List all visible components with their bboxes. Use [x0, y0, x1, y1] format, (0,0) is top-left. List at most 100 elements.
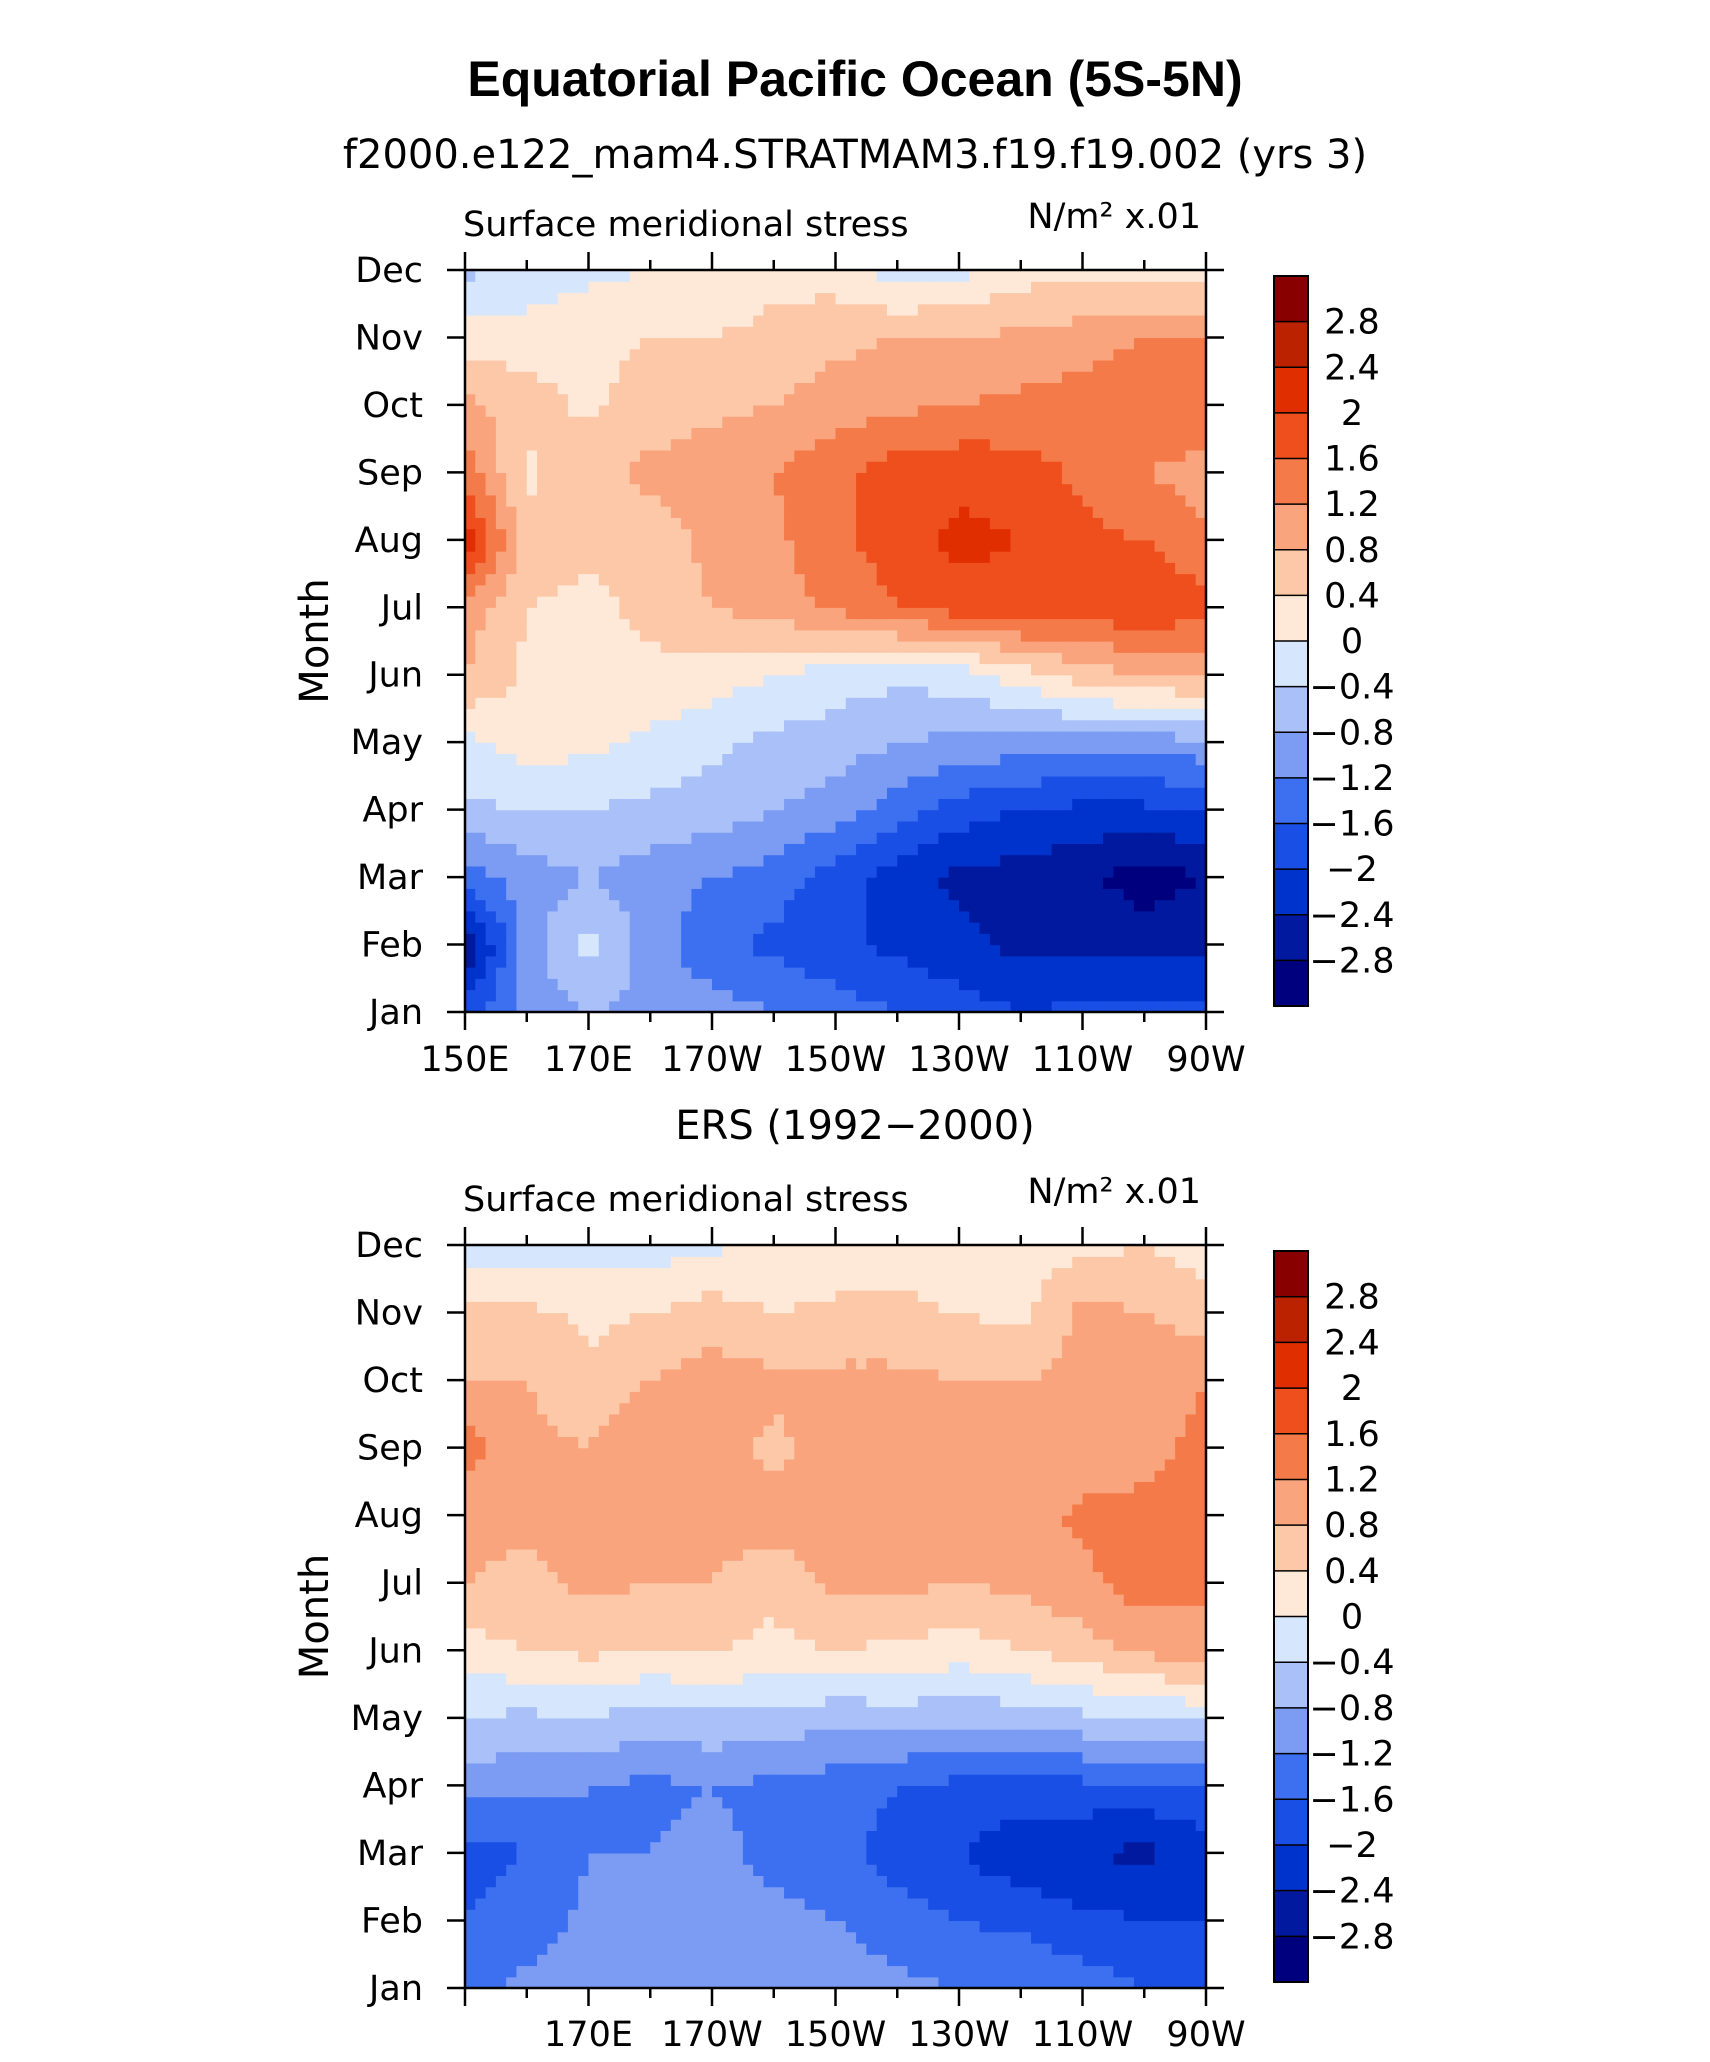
- heat-cell: [1175, 528, 1187, 541]
- heat-cell: [1195, 281, 1207, 294]
- heat-cell: [1031, 573, 1042, 586]
- heat-cell: [1154, 832, 1166, 844]
- heat-cell: [537, 607, 548, 620]
- heat-cell: [691, 899, 703, 912]
- heat-cell: [938, 449, 950, 462]
- heat-cell: [794, 719, 806, 732]
- heat-cell: [660, 787, 672, 799]
- heat-cell: [1154, 348, 1166, 361]
- heat-cell: [773, 933, 785, 946]
- heat-cell: [547, 472, 559, 485]
- heat-cell: [598, 1965, 610, 1978]
- heat-cell: [547, 967, 559, 979]
- heat-cell: [1175, 697, 1187, 710]
- heat-cell: [1051, 944, 1063, 957]
- heat-cell: [1020, 281, 1032, 294]
- heat-cell: [588, 787, 600, 799]
- heat-cell: [866, 787, 878, 799]
- heat-cell: [1164, 899, 1176, 912]
- heat-cell: [866, 584, 878, 597]
- heat-cell: [917, 877, 929, 889]
- heat-cell: [1185, 809, 1197, 822]
- heat-cell: [897, 629, 909, 642]
- heat-cell: [753, 787, 765, 799]
- heat-cell: [609, 551, 620, 563]
- heat-cell: [722, 506, 734, 518]
- heat-cell: [712, 933, 723, 946]
- heat-cell: [475, 764, 487, 777]
- heat-cell: [485, 596, 497, 608]
- heat-cell: [639, 270, 651, 282]
- heat-cell: [619, 270, 631, 282]
- heat-cell: [526, 888, 538, 901]
- heat-cell: [1113, 674, 1125, 687]
- heat-cell: [773, 371, 785, 384]
- heat-cell: [917, 719, 929, 732]
- heat-cell: [1010, 483, 1022, 496]
- heat-cell: [670, 854, 682, 867]
- heat-cell: [886, 629, 898, 642]
- heat-cell: [1123, 461, 1135, 473]
- heat-cell: [989, 865, 1001, 878]
- heat-cell: [578, 584, 590, 597]
- heat-cell: [712, 528, 723, 541]
- heat-cell: [959, 809, 970, 822]
- heat-cell: [907, 303, 919, 316]
- heat-cell: [567, 1942, 579, 1955]
- heat-cell: [845, 989, 857, 1002]
- heat-cell: [1010, 674, 1022, 687]
- heat-cell: [773, 382, 785, 395]
- heat-cell: [825, 270, 837, 282]
- heat-cell: [701, 652, 713, 665]
- heat-cell: [969, 314, 981, 327]
- heat-cell: [1164, 562, 1176, 575]
- heat-cell: [660, 899, 672, 912]
- heat-cell: [907, 865, 919, 878]
- heat-cell: [1061, 730, 1073, 743]
- heat-cell: [691, 944, 703, 957]
- heat-cell: [1072, 730, 1084, 743]
- heat-cell: [660, 685, 672, 698]
- heat-cell: [1144, 730, 1156, 743]
- heat-cell: [660, 348, 672, 361]
- heat-cell: [1072, 742, 1084, 755]
- heat-cell: [1020, 955, 1032, 968]
- heat-cell: [1051, 843, 1063, 856]
- heat-cell: [1051, 708, 1063, 721]
- heat-cell: [1103, 922, 1114, 934]
- heat-cell: [516, 1976, 528, 1989]
- heat-cell: [1000, 888, 1012, 901]
- heat-cell: [465, 922, 476, 934]
- heat-cell: [732, 697, 744, 710]
- heat-cell: [609, 494, 620, 507]
- heat-cell: [917, 393, 929, 406]
- heat-cell: [969, 483, 981, 496]
- heat-cell: [876, 461, 888, 473]
- heat-cell: [712, 832, 723, 844]
- heat-cell: [1123, 955, 1135, 968]
- heat-cell: [948, 494, 960, 507]
- heat-cell: [866, 427, 878, 440]
- heat-cell: [1051, 483, 1063, 496]
- heat-cell: [804, 270, 816, 282]
- heat-cell: [722, 685, 734, 698]
- heat-cell: [578, 753, 590, 766]
- heat-cell: [588, 573, 600, 586]
- heat-cell: [856, 618, 867, 631]
- heat-cell: [1020, 944, 1032, 957]
- heat-cell: [969, 989, 981, 1002]
- heat-cell: [537, 303, 548, 316]
- heat-cell: [712, 652, 723, 665]
- heat-cell: [753, 719, 765, 732]
- heat-cell: [1051, 326, 1063, 339]
- heat-cell: [722, 877, 734, 889]
- heat-cell: [1185, 877, 1197, 889]
- heat-cell: [1195, 584, 1207, 597]
- colorbar-label: 0: [1341, 622, 1363, 662]
- heat-cell: [928, 506, 940, 518]
- heat-cell: [1103, 461, 1114, 473]
- heat-cell: [856, 967, 867, 979]
- heat-cell: [1113, 742, 1125, 755]
- heat-cell: [959, 517, 970, 530]
- heat-cell: [537, 427, 548, 440]
